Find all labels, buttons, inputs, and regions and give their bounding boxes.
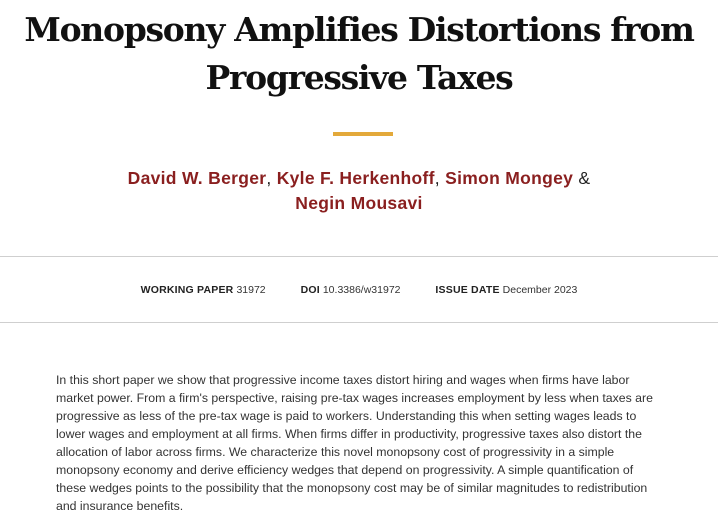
divider-top [0,256,718,257]
paper-title-line-2: Progressive Taxes [205,58,514,97]
doi-value: 10.3386/w31972 [322,284,401,296]
author-link-mongey[interactable]: Simon Mongey [445,168,574,188]
paper-title-line-1: Monopsony Amplifies Distortions from [24,10,695,49]
doi-label: DOI [300,284,320,296]
doi: DOI 10.3386/w31972 [301,282,401,298]
abstract-text: In this short paper we show that progres… [56,373,653,513]
divider-bottom [0,322,718,323]
author-separator: , [266,168,272,188]
author-link-berger[interactable]: David W. Berger [127,168,267,188]
title-accent-bar [333,132,393,136]
author-link-mousavi[interactable]: Negin Mousavi [295,193,423,213]
paper-metadata: WORKING PAPER 31972 DOI 10.3386/w31972 ISS… [0,282,718,298]
issue-date-label: ISSUE DATE [435,284,500,296]
working-paper-label: WORKING PAPER [140,284,234,296]
working-paper-value: 31972 [236,284,266,296]
working-paper-number: WORKING PAPER 31972 [141,282,266,298]
author-list: David W. Berger, Kyle F. Herkenhoff, Sim… [90,166,628,216]
issue-date-value: December 2023 [502,284,578,296]
author-link-herkenhoff[interactable]: Kyle F. Herkenhoff [276,168,435,188]
issue-date: ISSUE DATE December 2023 [435,282,577,298]
author-conjunction: & [578,168,591,188]
author-separator: , [434,168,440,188]
paper-title: Monopsony Amplifies Distortions from Pro… [0,6,718,102]
